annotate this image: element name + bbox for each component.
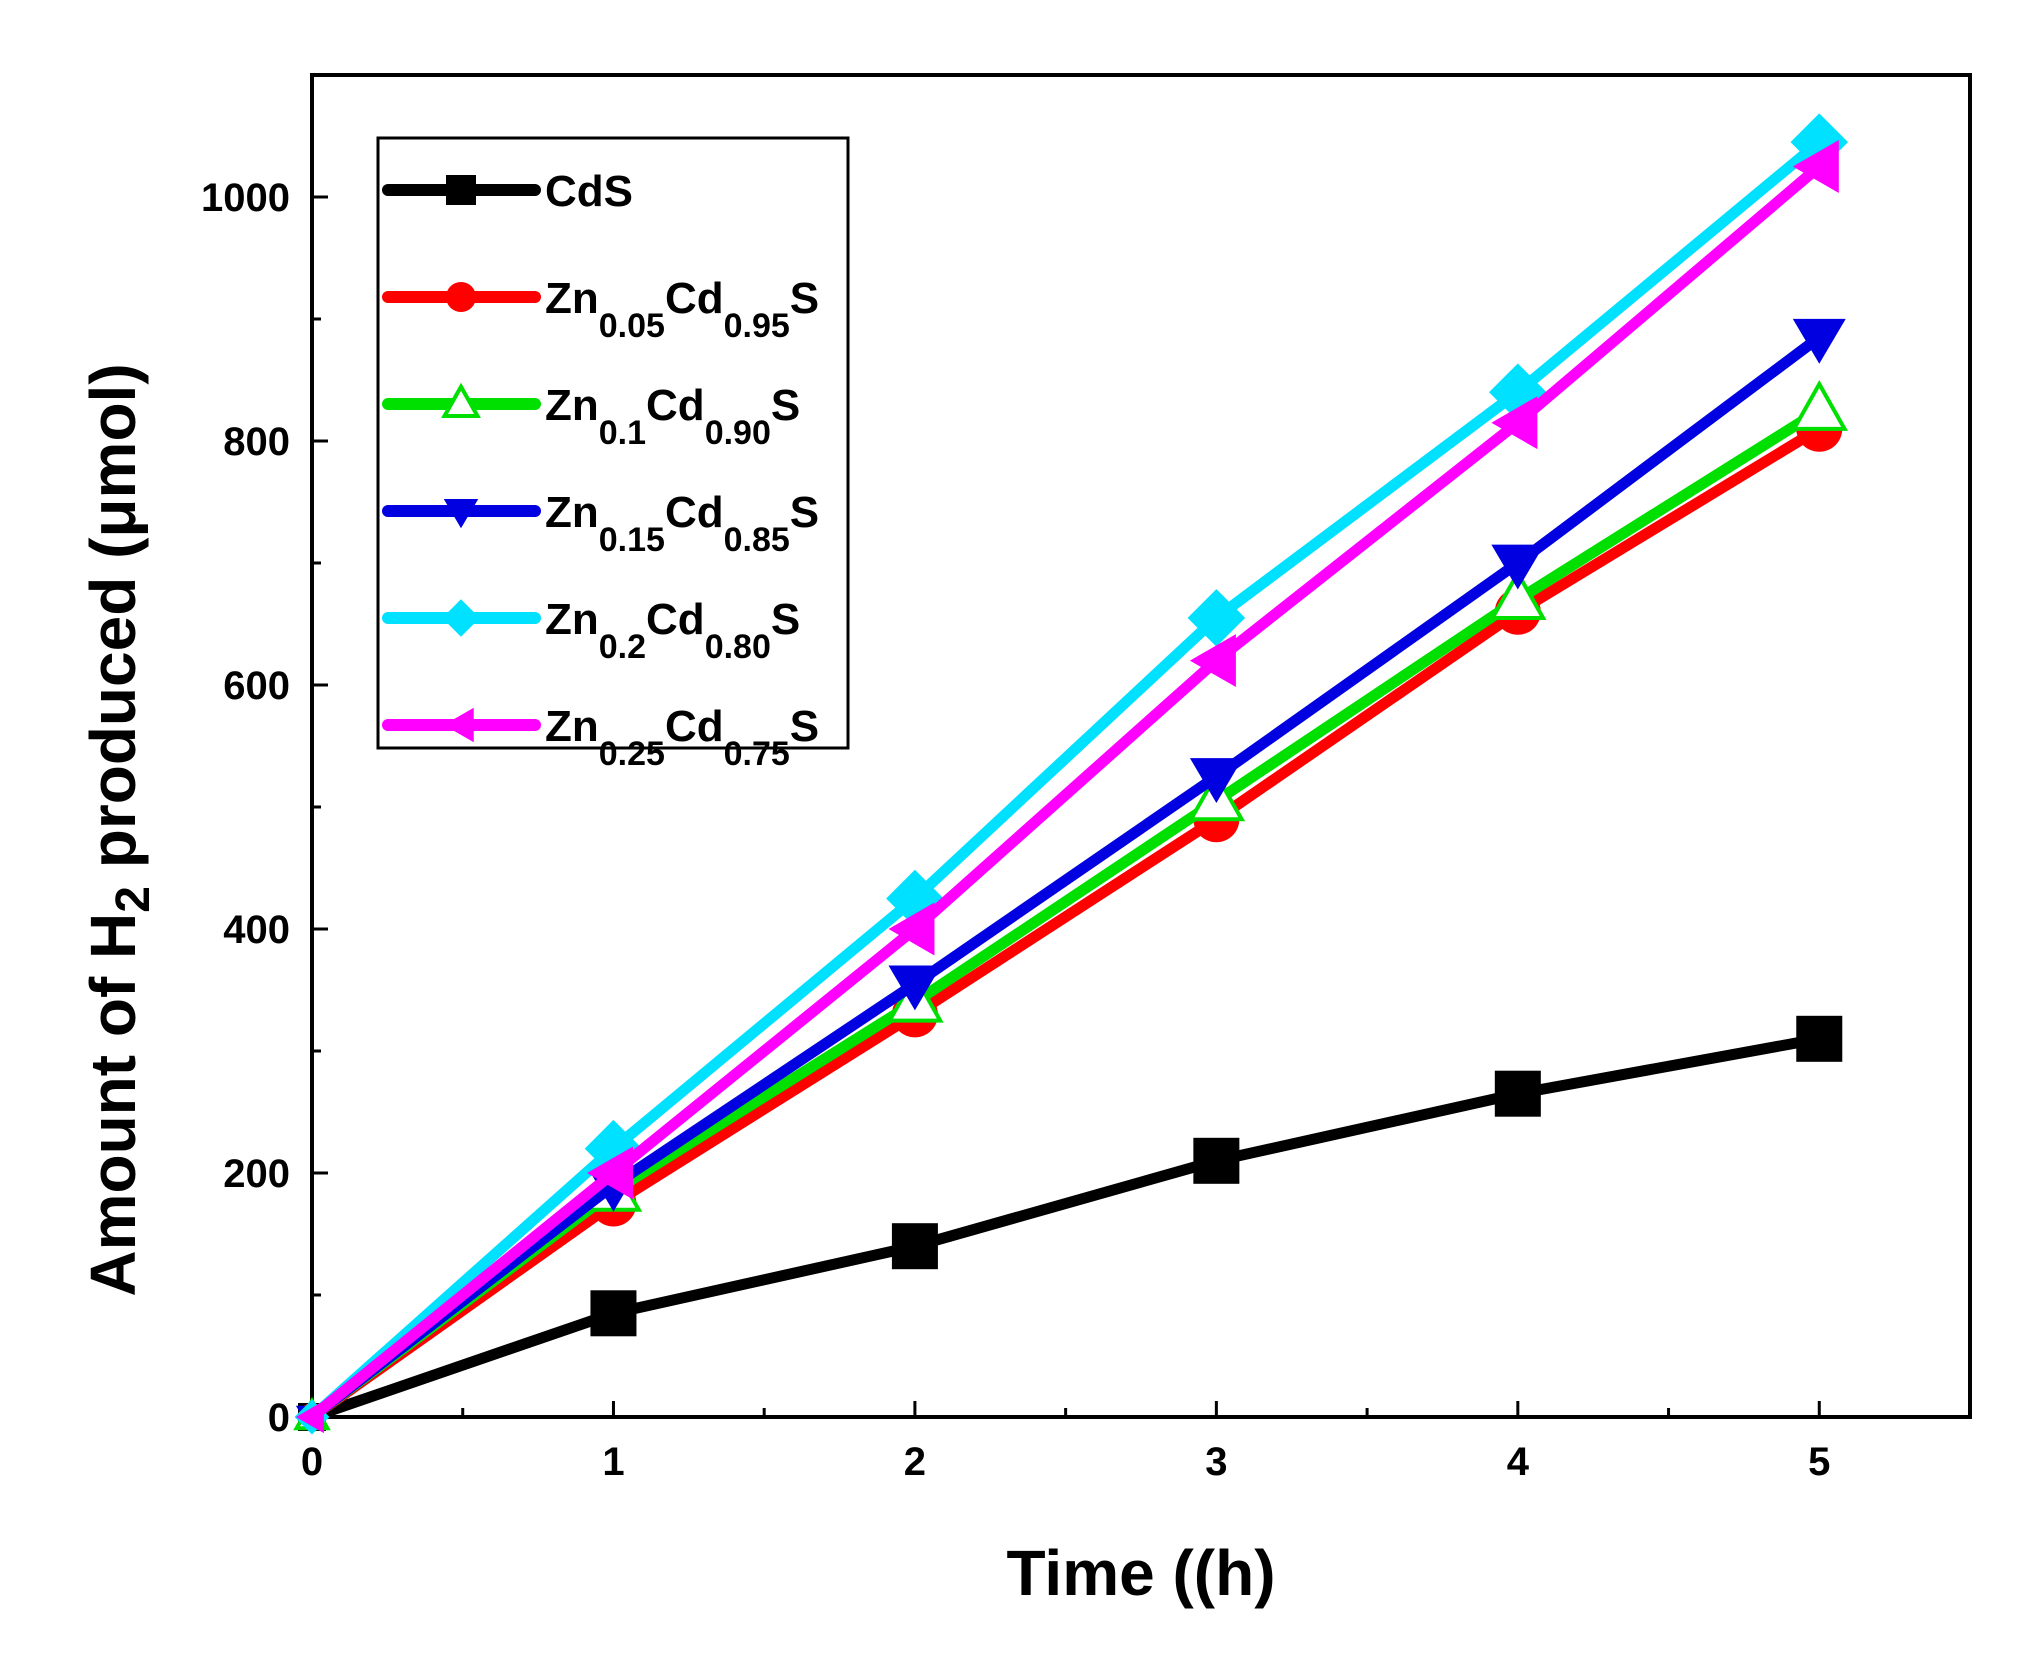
x-tick-label: 2 bbox=[904, 1440, 926, 1484]
x-axis-ticks: 0 1 2 3 4 5 bbox=[301, 1401, 1972, 1484]
plot-frame bbox=[310, 73, 1972, 1419]
data-marker bbox=[888, 902, 935, 956]
data-marker bbox=[443, 707, 474, 743]
legend-label-part: Zn bbox=[545, 381, 599, 430]
series-line bbox=[306, 136, 1825, 1423]
legend-label-subscript: 0.15 bbox=[599, 521, 665, 559]
series-line bbox=[306, 423, 1825, 1423]
y-tick-label: 800 bbox=[223, 420, 290, 464]
x-tick-label: 3 bbox=[1205, 1440, 1227, 1484]
data-marker bbox=[1491, 396, 1538, 450]
legend-label-subscript: 0.85 bbox=[724, 521, 790, 559]
legend-item: Zn0.15Cd0.85S bbox=[382, 488, 819, 559]
y-axis-title: Amount of H2 produced (μmol) bbox=[77, 363, 160, 1296]
data-marker bbox=[888, 965, 942, 1011]
legend-label-subscript: 0.25 bbox=[599, 735, 665, 773]
series-layer bbox=[293, 113, 1849, 1435]
legend-label: Zn0.1Cd0.90S bbox=[545, 381, 800, 452]
legend-label-part: S bbox=[771, 381, 800, 430]
x-tick-label: 0 bbox=[301, 1440, 323, 1484]
legend-label-subscript: 0.75 bbox=[724, 735, 790, 773]
data-marker bbox=[1790, 379, 1848, 431]
legend-label-subscript: 0.2 bbox=[599, 628, 646, 666]
legend-label-part: Cd bbox=[665, 274, 724, 323]
legend-label: Zn0.15Cd0.85S bbox=[545, 488, 819, 559]
data-marker bbox=[891, 1223, 938, 1270]
legend: CdSZn0.05Cd0.95SZn0.1Cd0.90SZn0.15Cd0.85… bbox=[376, 136, 850, 773]
data-marker bbox=[1189, 758, 1243, 803]
legend-label-subscript: 0.90 bbox=[705, 414, 771, 452]
y-tick-label: 600 bbox=[223, 664, 290, 708]
series-line bbox=[306, 331, 1825, 1423]
y-tick-label: 0 bbox=[268, 1396, 290, 1440]
y-axis-title-subscript: 2 bbox=[107, 886, 160, 913]
legend-label: Zn0.2Cd0.80S bbox=[545, 595, 800, 666]
y-axis-title-suffix: produced (μmol) bbox=[77, 363, 149, 886]
legend-label: Zn0.05Cd0.95S bbox=[545, 274, 819, 345]
data-marker bbox=[1187, 589, 1246, 647]
legend-label-subscript: 0.05 bbox=[599, 307, 665, 345]
legend-label-subscript: 0.95 bbox=[724, 307, 790, 345]
legend-label-part: S bbox=[790, 274, 819, 323]
y-axis-title-prefix: Amount of H bbox=[77, 913, 149, 1297]
legend-label-part: S bbox=[771, 595, 800, 644]
legend-label-part: CdS bbox=[545, 167, 633, 216]
data-marker bbox=[587, 1146, 634, 1200]
legend-label-part: Cd bbox=[665, 488, 724, 537]
data-marker bbox=[443, 499, 479, 529]
legend-label-part: Zn bbox=[545, 702, 599, 751]
data-marker bbox=[1796, 1015, 1843, 1062]
legend-item: Zn0.05Cd0.95S bbox=[382, 274, 819, 345]
y-tick-label: 200 bbox=[223, 1152, 290, 1196]
data-marker bbox=[1494, 1070, 1541, 1117]
legend-label-subscript: 0.1 bbox=[599, 414, 646, 452]
y-tick-label: 400 bbox=[223, 908, 290, 952]
legend-label-part: S bbox=[790, 702, 819, 751]
data-marker bbox=[446, 282, 476, 312]
legend-label-part: Zn bbox=[545, 274, 599, 323]
data-marker bbox=[1491, 544, 1545, 590]
series-line bbox=[306, 161, 1825, 1423]
y-axis-ticks: 0 200 400 600 800 1000 bbox=[201, 73, 328, 1440]
x-tick-label: 5 bbox=[1808, 1440, 1830, 1484]
data-marker bbox=[295, 1400, 324, 1434]
data-marker bbox=[1792, 140, 1839, 193]
legend-item: CdS bbox=[382, 167, 633, 216]
legend-label-part: Cd bbox=[646, 595, 705, 644]
data-marker bbox=[590, 1290, 637, 1337]
legend-frame bbox=[376, 136, 850, 750]
series-zn0-2cd0-80s bbox=[294, 113, 1849, 1435]
legend-label-part: Cd bbox=[665, 702, 724, 751]
x-axis-title: Time ((h) bbox=[1006, 1537, 1275, 1609]
legend-label-subscript: 0.80 bbox=[705, 628, 771, 666]
series-line bbox=[306, 1033, 1825, 1423]
data-marker bbox=[442, 599, 480, 637]
data-marker bbox=[1189, 634, 1236, 688]
legend-label-part: S bbox=[790, 488, 819, 537]
x-tick-label: 1 bbox=[602, 1440, 624, 1484]
legend-label-part: Cd bbox=[646, 381, 705, 430]
legend-item: Zn0.1Cd0.90S bbox=[382, 381, 800, 452]
data-marker bbox=[1792, 318, 1846, 364]
series-zn0-25cd0-75s bbox=[295, 140, 1839, 1434]
legend-item: Zn0.2Cd0.80S bbox=[382, 595, 800, 666]
legend-label: CdS bbox=[545, 167, 633, 216]
y-tick-label: 1000 bbox=[201, 176, 290, 220]
legend-label: Zn0.25Cd0.75S bbox=[545, 702, 819, 773]
legend-label-part: Zn bbox=[545, 488, 599, 537]
data-marker bbox=[441, 382, 481, 418]
legend-label-part: Zn bbox=[545, 595, 599, 644]
data-marker bbox=[1193, 1137, 1240, 1184]
data-marker bbox=[446, 175, 476, 205]
legend-item: Zn0.25Cd0.75S bbox=[382, 702, 819, 773]
data-marker bbox=[1489, 569, 1547, 620]
x-tick-label: 4 bbox=[1507, 1440, 1530, 1484]
